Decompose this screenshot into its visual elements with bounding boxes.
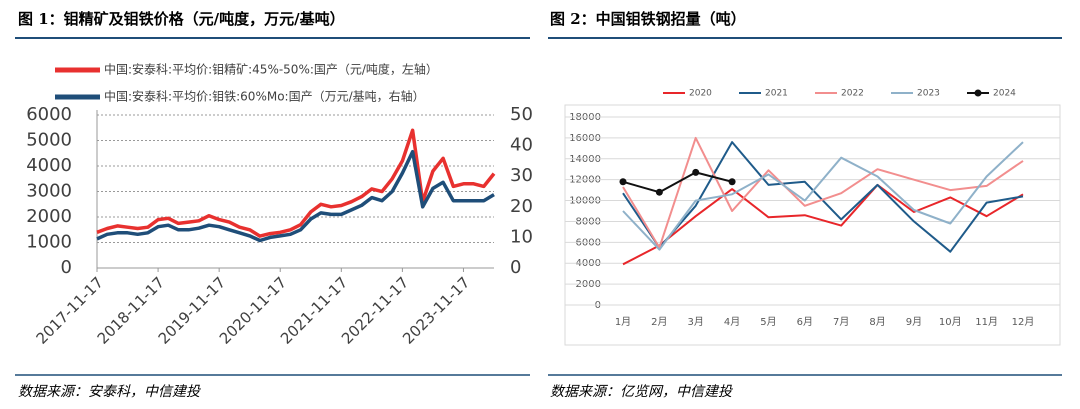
chart-title: 图 2：中国钼铁钢招量（吨） xyxy=(550,10,746,28)
series-line xyxy=(96,128,496,238)
x-tick-label: 12月 xyxy=(1012,316,1035,328)
x-tick-label: 8月 xyxy=(869,316,885,328)
series-line xyxy=(622,141,1024,251)
x-tick-label: 2月 xyxy=(651,316,667,328)
series-line xyxy=(622,141,1024,253)
y2-tick-label: 20 xyxy=(510,196,533,217)
x-tick-label: 5月 xyxy=(760,316,776,328)
series-line xyxy=(622,183,1024,266)
y-tick-label: 6000 xyxy=(26,104,72,125)
point xyxy=(728,178,736,186)
legend-label: 2023 xyxy=(917,89,940,99)
point xyxy=(619,178,627,186)
y2-tick-label: 30 xyxy=(510,165,533,186)
legend-label: 2022 xyxy=(841,89,864,99)
y-tick-label: 2000 xyxy=(26,206,72,227)
x-tick-label: 3月 xyxy=(688,316,704,328)
y-tick-label: 0 xyxy=(61,257,72,278)
legend-label: 2020 xyxy=(689,89,712,99)
y2-tick-label: 10 xyxy=(510,226,533,247)
x-tick-label: 6月 xyxy=(797,316,813,328)
series-line xyxy=(622,136,1024,249)
series-line xyxy=(96,149,495,243)
legend-label: 中国:安泰科:平均价:钼铁:60%Mo:国产（万元/基吨，右轴） xyxy=(104,89,425,104)
source-note: 数据来源：安泰科，中信建投 xyxy=(18,384,202,400)
plot-frame xyxy=(564,104,1061,346)
legend-label: 2021 xyxy=(765,89,788,99)
y-tick-label: 1000 xyxy=(26,232,72,253)
x-tick-label: 10月 xyxy=(939,316,962,328)
legend-marker xyxy=(974,89,982,97)
source-note: 数据来源：亿览网，中信建投 xyxy=(550,384,734,400)
x-tick-label: 1月 xyxy=(615,316,631,328)
point xyxy=(655,188,663,196)
x-tick-label: 9月 xyxy=(906,316,922,328)
y-tick-label: 5000 xyxy=(26,130,72,151)
y2-tick-label: 0 xyxy=(510,257,521,278)
y-tick-label: 3000 xyxy=(26,181,72,202)
x-tick-label: 4月 xyxy=(724,316,740,328)
y2-tick-label: 40 xyxy=(510,135,533,156)
legend-label: 中国:安泰科:平均价:钼精矿:45%-50%:国产（元/吨度，左轴） xyxy=(104,62,438,77)
x-tick-label: 7月 xyxy=(833,316,849,328)
chart-title: 图 1：钼精矿及钼铁价格（元/吨度，万元/基吨） xyxy=(18,10,345,28)
y2-tick-label: 50 xyxy=(510,104,533,125)
point xyxy=(692,168,700,176)
y-tick-label: 4000 xyxy=(26,155,72,176)
x-tick-label: 11月 xyxy=(975,316,998,328)
series-line xyxy=(622,171,733,194)
legend-label: 2024 xyxy=(993,89,1016,99)
